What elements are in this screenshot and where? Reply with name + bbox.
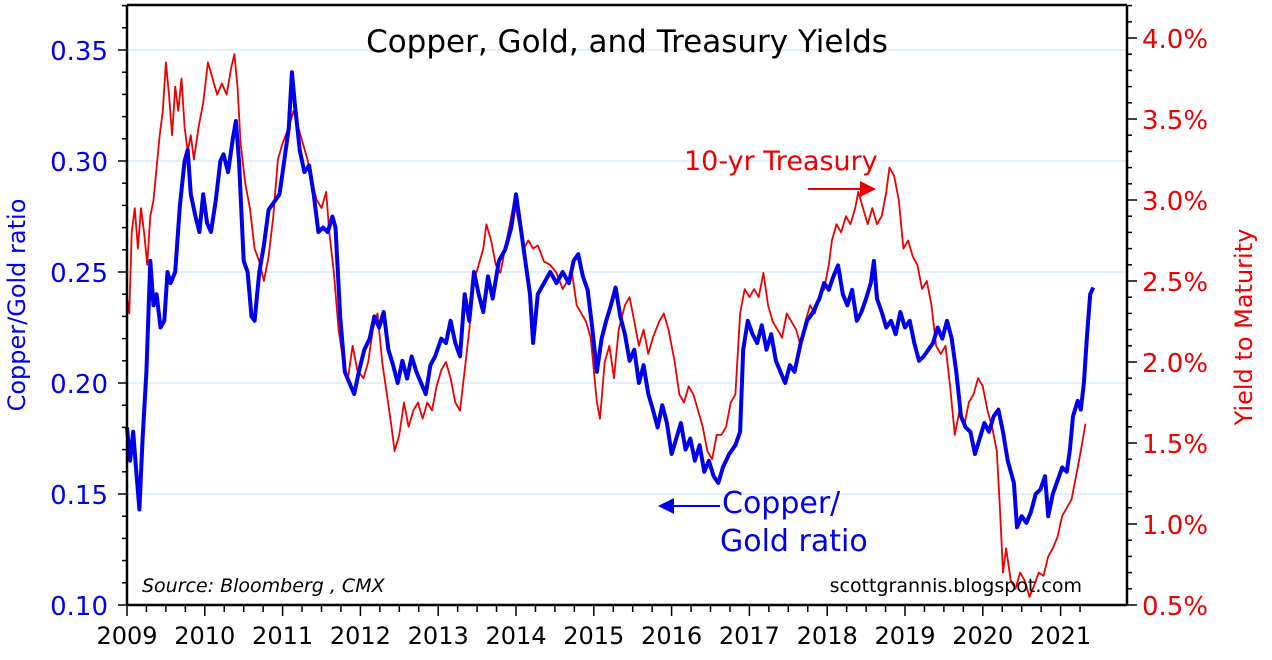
x-tick-label: 2019 [874, 622, 935, 650]
axis-tick-labels: 0.10 0.15 0.20 0.25 0.30 0.35 0.5% 1.0% 1.5% 2.0%… [50, 25, 1208, 650]
y-right-tick-label: 0.5% [1142, 592, 1208, 622]
y-right-tick-label: 2.5% [1142, 268, 1208, 298]
x-tick-label: 2021 [1030, 622, 1091, 650]
x-tick-label: 2017 [719, 622, 780, 650]
y-right-tick-label: 1.5% [1142, 430, 1208, 460]
y-left-tick-label: 0.25 [50, 259, 108, 289]
x-tick-label: 2015 [563, 622, 624, 650]
axis-ticks [118, 4, 1137, 616]
y-left-tick-label: 0.15 [50, 481, 108, 511]
x-tick-label: 2020 [952, 622, 1013, 650]
arrow-left-icon [658, 498, 720, 514]
y-left-tick-label: 0.30 [50, 148, 108, 178]
y-axis-left-label: Copper/Gold ratio [3, 199, 31, 412]
x-tick-label: 2009 [96, 622, 157, 650]
treasury-annotation: 10-yr Treasury [684, 146, 878, 177]
copper-gold-annotation-line2: Gold ratio [720, 524, 868, 559]
x-tick-label: 2018 [797, 622, 858, 650]
source-note: Source: Bloomberg , CMX [142, 575, 386, 597]
x-tick-label: 2014 [485, 622, 546, 650]
chart-title: Copper, Gold, and Treasury Yields [366, 24, 888, 60]
y-right-tick-label: 1.0% [1142, 511, 1208, 541]
y-right-tick-label: 2.0% [1142, 349, 1208, 379]
x-tick-label: 2012 [330, 622, 391, 650]
y-right-tick-label: 3.5% [1142, 106, 1208, 136]
x-tick-label: 2013 [408, 622, 469, 650]
y-left-tick-label: 0.20 [50, 370, 108, 400]
copper-gold-ratio-line [125, 70, 1096, 530]
y-right-tick-label: 4.0% [1142, 25, 1208, 55]
credit-note: scottgrannis.blogspot.com [830, 575, 1082, 597]
x-tick-label: 2010 [174, 622, 235, 650]
y-right-tick-label: 3.0% [1142, 187, 1208, 217]
gridlines [128, 49, 1126, 495]
y-axis-right-label: Yield to Maturity [1230, 229, 1258, 427]
x-tick-label: 2011 [252, 622, 313, 650]
y-left-tick-label: 0.35 [50, 37, 108, 67]
x-tick-label: 2016 [641, 622, 702, 650]
copper-gold-annotation-line1: Copper/ [722, 486, 841, 521]
treasury-yield-line [126, 53, 1087, 598]
y-left-tick-label: 0.10 [50, 592, 108, 622]
arrow-right-icon [808, 181, 876, 197]
